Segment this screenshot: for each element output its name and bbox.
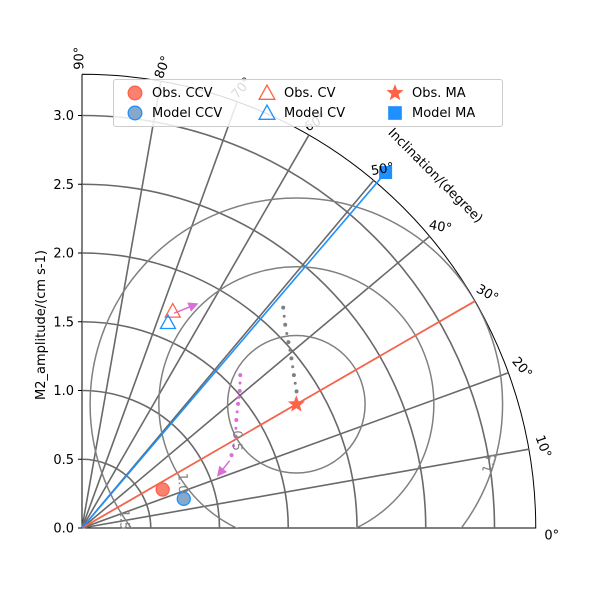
chart-legend: Obs. CCV Model CCV Obs. CV Model CV Obs. MA M… — [113, 79, 503, 127]
theta-tick-label-1: 10° — [532, 433, 554, 460]
trajectory-1-mid-4 — [232, 444, 236, 448]
legend-marker-shape-4 — [386, 84, 404, 101]
r-grid-arc-0 — [81, 458, 152, 529]
legend-marker-5 — [388, 106, 402, 120]
theta-tick-label-4: 40° — [428, 218, 453, 237]
trajectory-3-head — [187, 302, 199, 312]
r-grid-arc-2 — [81, 320, 290, 529]
distance-label-2: 1.5 — [116, 509, 131, 530]
theta-tick-label-5: 50° — [370, 160, 395, 179]
series-2-point-0 — [164, 302, 182, 318]
trajectory-1-mid-2 — [235, 410, 239, 414]
trajectory-1-dot-3 — [234, 417, 239, 422]
trajectory-1-dot-5 — [229, 453, 234, 458]
trajectory-1-dot-2 — [236, 401, 241, 406]
distance-label-0: 0.5 — [229, 430, 244, 451]
trajectory-1-mid-3 — [234, 426, 238, 430]
series-1-point-0 — [176, 491, 191, 506]
legend-label-4: Obs. MA — [412, 85, 466, 101]
series-0-point-0 — [155, 482, 170, 497]
legend-item-3: Model CV — [254, 103, 345, 123]
r-tick-label-1: 0.5 — [53, 453, 74, 468]
r-tick-label-2: 1.0 — [53, 384, 74, 399]
ma-line-0 — [81, 300, 476, 529]
r-grid-arc-1 — [81, 389, 221, 529]
distance-label-right: 1.5 — [480, 451, 501, 475]
theta-grid-line-4 — [81, 235, 431, 529]
theta-grid-line-1 — [81, 448, 529, 529]
trajectory-0-mid-0 — [293, 381, 297, 385]
trajectory-0-dot-4 — [283, 322, 288, 327]
theta-axis-label: Inclination/(degree) — [385, 126, 486, 227]
legend-item-4: Obs. MA — [382, 83, 466, 103]
legend-marker-0 — [127, 85, 143, 101]
distance-circle-1 — [158, 266, 435, 528]
theta-grid-line-7 — [81, 101, 238, 529]
theta-tick-label-0: 0° — [544, 529, 559, 544]
trajectory-0-dot-1 — [291, 373, 296, 378]
legend-marker-shape-0 — [127, 85, 143, 101]
theta-tick-label-2: 20° — [508, 354, 534, 381]
distance-circle-0 — [226, 334, 366, 474]
legend-item-1: Model CCV — [122, 103, 222, 123]
trajectory-0-dot-2 — [289, 356, 294, 361]
theta-tick-label-8: 80° — [152, 54, 174, 81]
r-tick-label-6: 3.0 — [53, 109, 74, 124]
legend-label-3: Model CV — [284, 105, 346, 121]
trajectory-2-head — [216, 465, 228, 477]
legend-marker-shape-3 — [258, 103, 276, 120]
grid-layer — [81, 73, 537, 529]
legend-label-2: Obs. CV — [284, 85, 336, 101]
series-3-point-0 — [159, 313, 177, 330]
theta-grid-line-2 — [81, 372, 509, 529]
distance-circles — [89, 197, 504, 528]
r-grid-arc-3 — [81, 252, 358, 529]
legend-label-0: Obs. CCV — [152, 85, 213, 101]
r-grid-arc-4 — [81, 183, 427, 529]
distance-circle-2 — [89, 197, 504, 528]
trajectory-0-dot-0 — [294, 389, 299, 394]
r-tick-label-0: 0.0 — [53, 522, 74, 537]
distance-label-1: 1.0 — [174, 473, 190, 494]
trajectory-0-mid-3 — [285, 331, 289, 335]
trajectory-1-mid-0 — [238, 381, 242, 385]
y-axis-label: M2_amplitude/(cm s-1) — [34, 250, 49, 400]
trajectory-0-mid-1 — [291, 365, 295, 369]
legend-item-0: Obs. CCV — [122, 83, 213, 103]
legend-label-1: Model CCV — [152, 105, 223, 121]
theta-grid-line-6 — [81, 134, 310, 529]
trajectory-1-dot-1 — [237, 388, 242, 393]
trajectory-1-dot-0 — [238, 373, 243, 378]
legend-label-5: Model MA — [412, 105, 476, 121]
legend-marker-4 — [386, 84, 404, 101]
r-tick-label-4: 2.0 — [53, 247, 74, 262]
theta-grid-line-8 — [81, 81, 162, 529]
trajectory-1-mid-1 — [237, 395, 241, 399]
r-tick-label-5: 2.5 — [53, 178, 74, 193]
legend-marker-2 — [258, 83, 276, 100]
legend-item-2: Obs. CV — [254, 83, 336, 103]
trajectory-0-dot-5 — [281, 305, 286, 310]
ma-line-1 — [81, 171, 387, 529]
data-layer — [81, 166, 476, 529]
r-tick-label-3: 1.5 — [53, 315, 74, 330]
legend-marker-3 — [258, 103, 276, 120]
trajectory-0-mid-4 — [282, 314, 286, 318]
theta-tick-label-3: 30° — [473, 282, 500, 307]
legend-marker-1 — [127, 105, 143, 121]
legend-item-5: Model MA — [382, 103, 475, 123]
trajectory-1-dot-4 — [233, 434, 238, 439]
series-5-point-0 — [379, 166, 393, 180]
trajectory-0-mid-2 — [288, 348, 292, 352]
legend-marker-shape-5 — [388, 106, 402, 120]
legend-marker-shape-2 — [258, 83, 276, 100]
theta-tick-label-9: 90° — [73, 47, 88, 70]
trajectory-0-dot-3 — [286, 340, 291, 345]
legend-marker-shape-1 — [127, 105, 143, 121]
series-4-point-0 — [287, 395, 305, 412]
